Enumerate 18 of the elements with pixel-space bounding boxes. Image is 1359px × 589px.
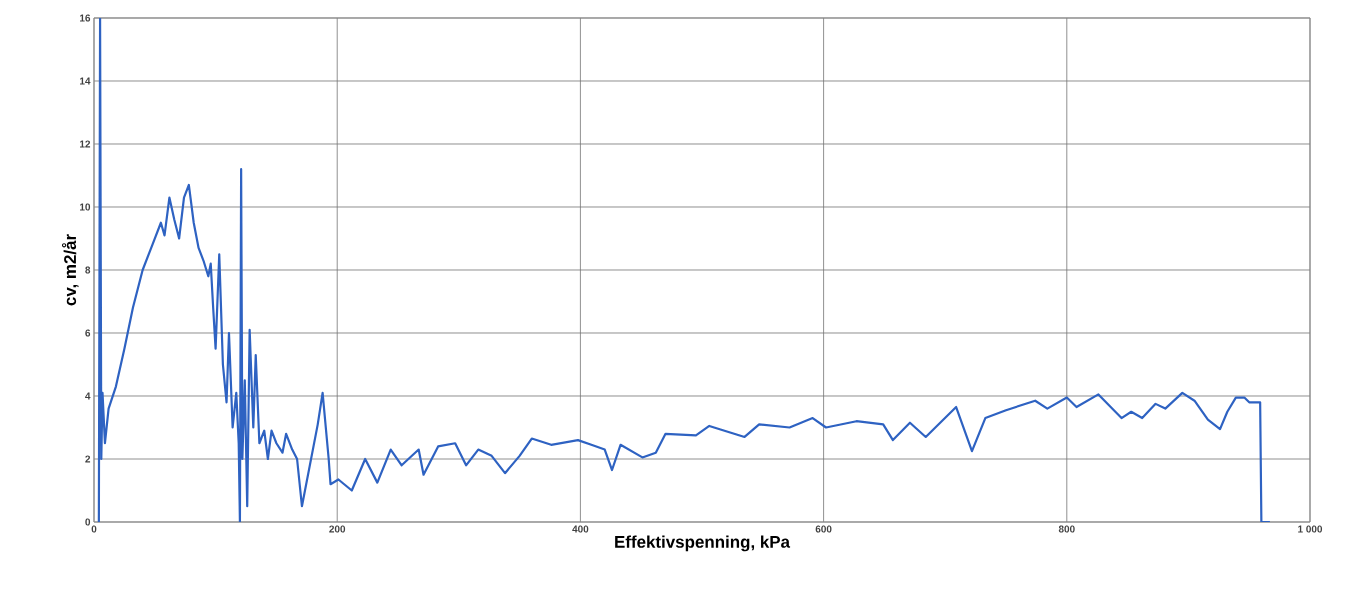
- x-tick-label: 1 000: [1298, 525, 1323, 533]
- y-axis-title: cv, m2/år: [61, 234, 79, 306]
- y-tick-label: 16: [80, 14, 91, 22]
- y-tick-label: 2: [85, 455, 91, 463]
- x-tick-label: 600: [815, 525, 832, 533]
- y-tick-label: 4: [85, 392, 91, 400]
- y-tick-label: 10: [80, 203, 91, 211]
- line-series: [97, 17, 1271, 522]
- y-tick-label: 6: [85, 329, 91, 337]
- x-tick-label: 200: [329, 525, 346, 533]
- y-tick-label: 0: [85, 518, 91, 526]
- x-tick-label: 800: [1058, 525, 1075, 533]
- y-tick-label: 12: [80, 140, 91, 148]
- x-tick-label: 400: [572, 525, 589, 533]
- y-tick-label: 14: [80, 77, 91, 85]
- x-tick-label: 0: [91, 525, 97, 533]
- x-axis-title: Effektivspenning, kPa: [615, 535, 791, 552]
- y-tick-label: 8: [85, 266, 91, 274]
